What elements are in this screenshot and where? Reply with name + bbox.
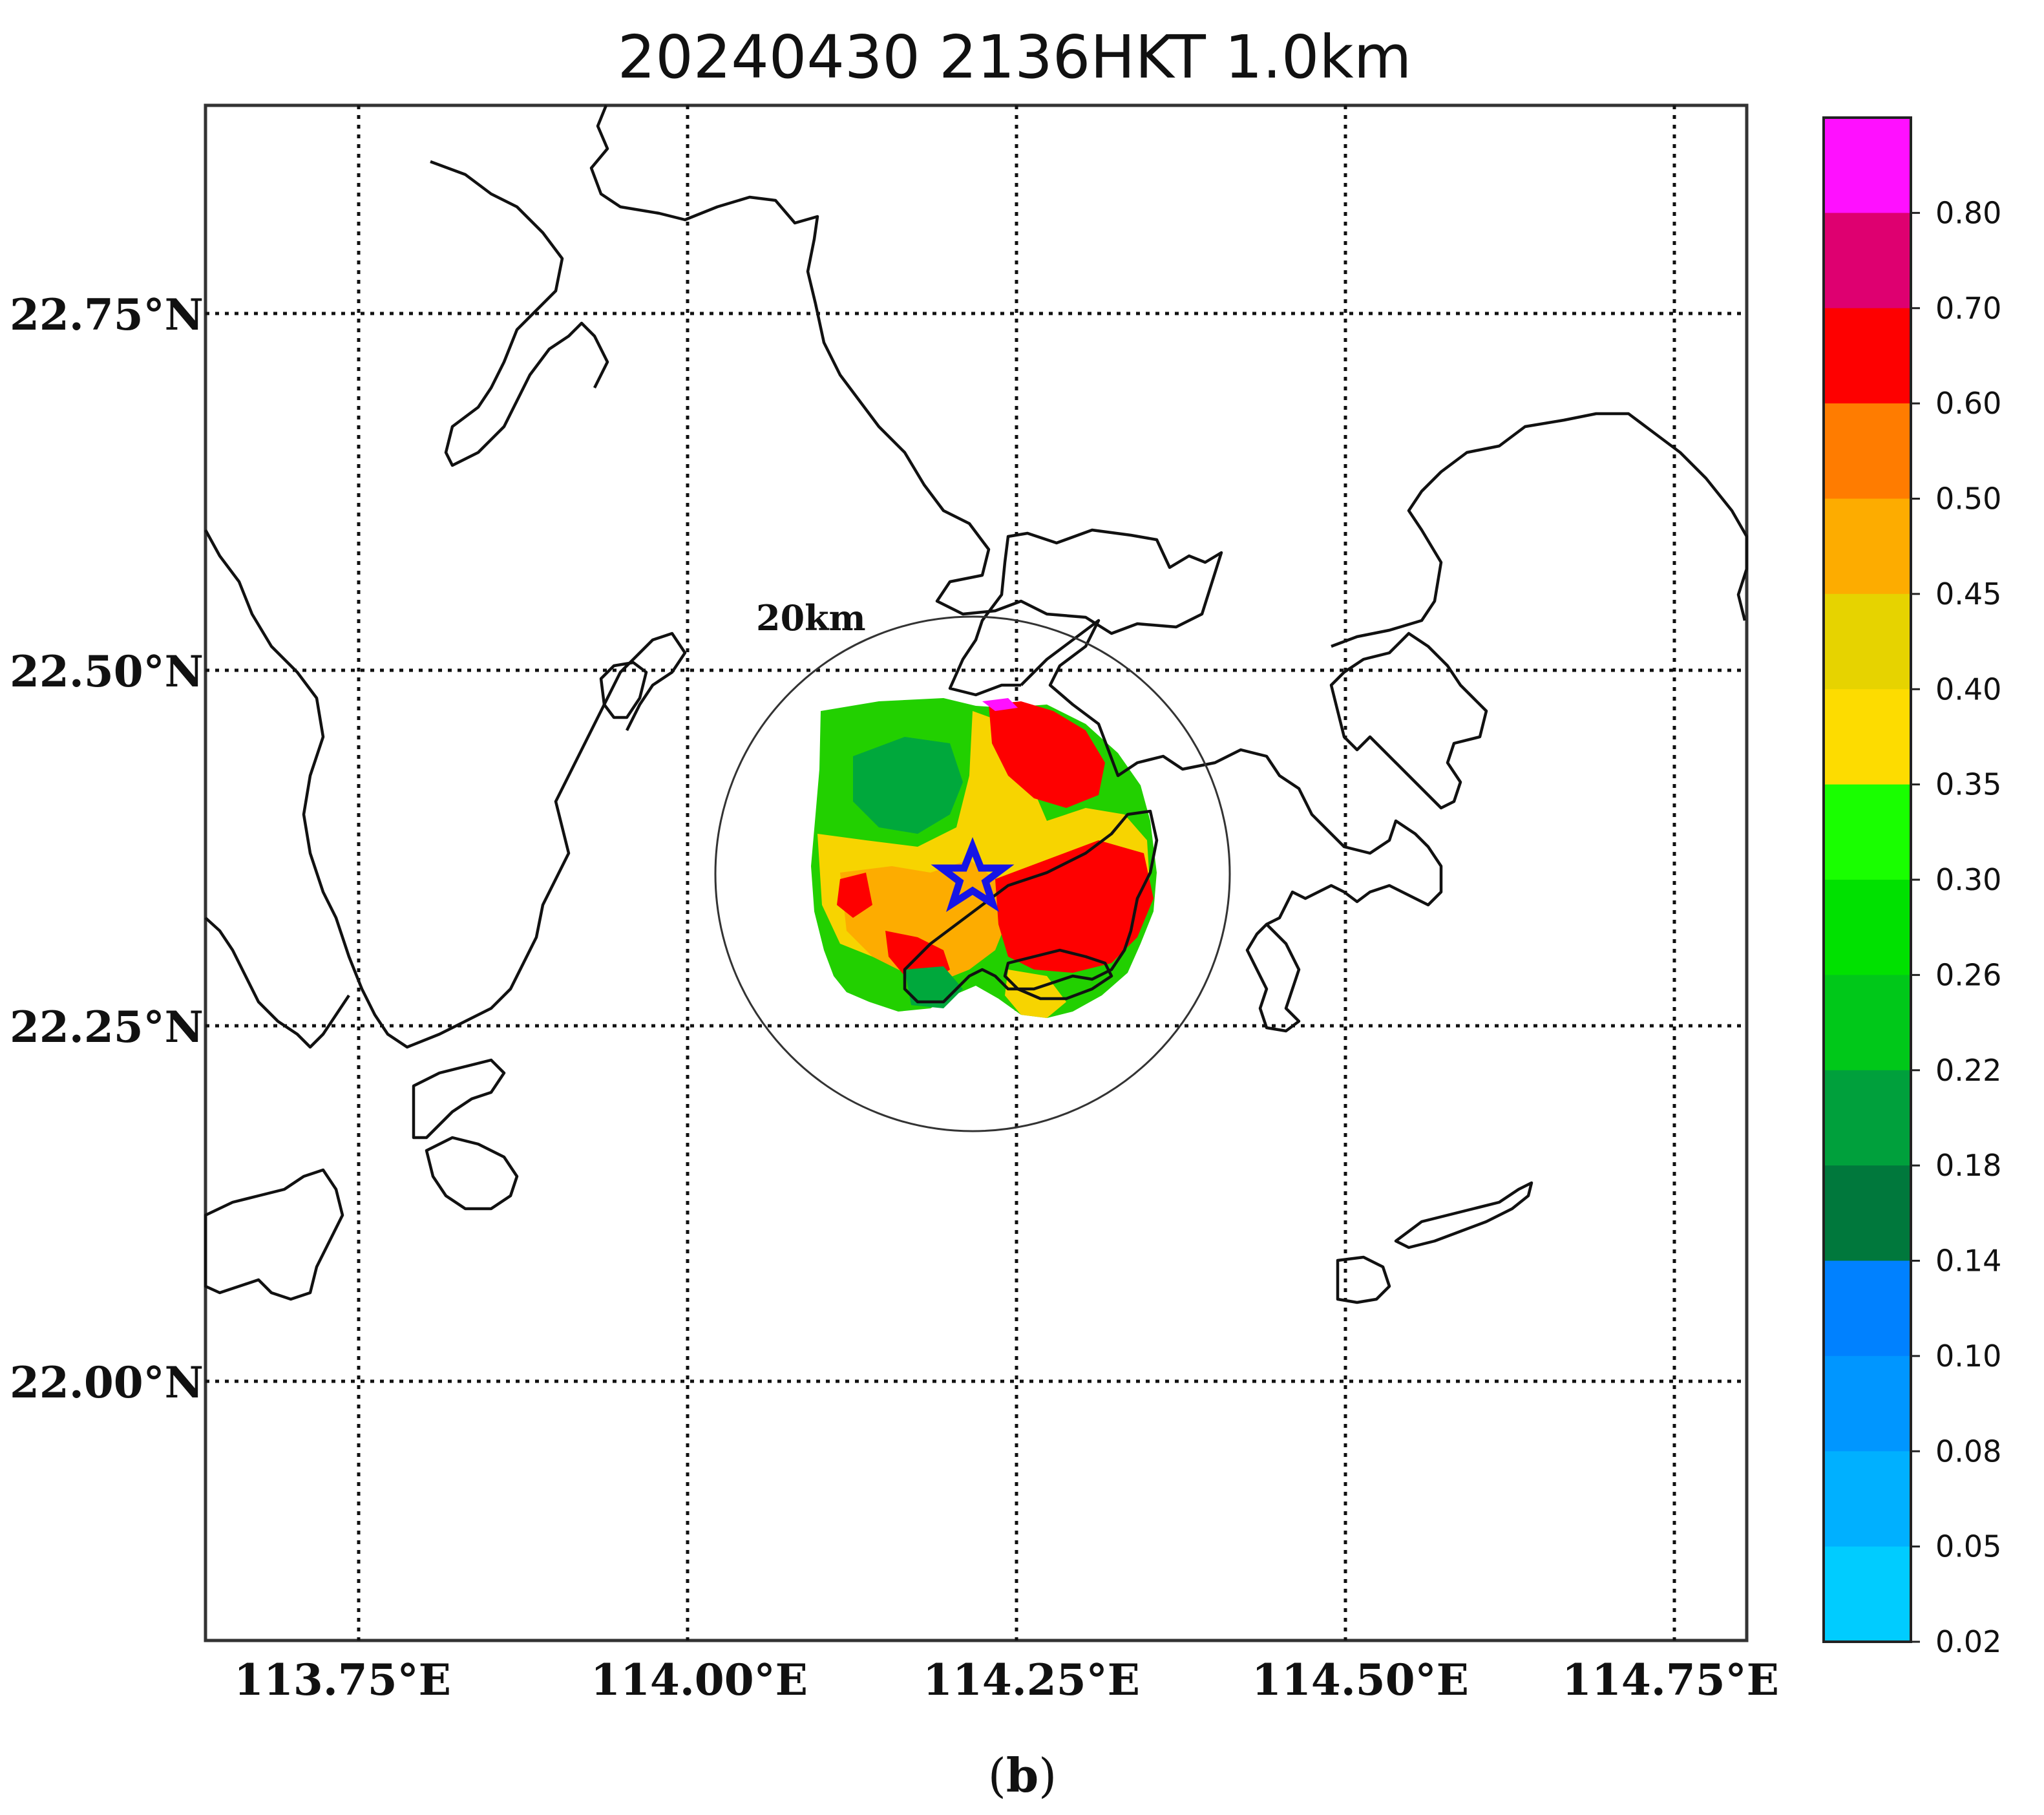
lon-tick-label: 113.75°E bbox=[234, 1655, 451, 1705]
colorbar-swatch bbox=[1824, 403, 1911, 499]
colorbar-swatch bbox=[1824, 1451, 1911, 1547]
colorbar-swatch bbox=[1824, 1546, 1911, 1642]
colorbar-tick-label: 0.70 bbox=[1935, 291, 2001, 326]
colorbar-swatch bbox=[1824, 308, 1911, 404]
colorbar-tick-label: 0.18 bbox=[1935, 1148, 2001, 1183]
colorbar-tick-label: 0.35 bbox=[1935, 767, 2001, 802]
radar-field-red-west bbox=[837, 873, 872, 918]
coastline-island-mid-west bbox=[599, 661, 648, 719]
coastline-wanshan-island bbox=[425, 1136, 519, 1211]
colorbar-swatch bbox=[1824, 1355, 1911, 1452]
colorbar-swatch bbox=[1824, 975, 1911, 1071]
lat-tick-label: 22.50°N bbox=[10, 646, 204, 697]
coastline-lantau-island bbox=[903, 809, 1159, 1004]
lat-tick-label: 22.75°N bbox=[10, 290, 204, 340]
colorbar-labels: 0.80 0.70 0.60 0.50 0.45 0.40 0.35 0.30 0.26 0.22… bbox=[1911, 195, 2001, 1659]
coastline-southwest-island bbox=[204, 1168, 344, 1301]
colorbar-tick-label: 0.22 bbox=[1935, 1053, 2001, 1088]
coastline-zhuhai-west bbox=[204, 529, 687, 1049]
map-area: 20km bbox=[204, 103, 1749, 1642]
latitude-labels: 22.75°N 22.50°N 22.25°N 22.00°N bbox=[10, 290, 204, 1408]
colorbar-swatch bbox=[1824, 1070, 1911, 1166]
radar-field-magenta bbox=[982, 698, 1018, 711]
longitude-labels: 113.75°E 114.00°E 114.25°E 114.50°E 114.… bbox=[234, 1655, 1779, 1705]
coastline-zhuhai-islands bbox=[412, 1058, 506, 1140]
coastline-pearl-river-east bbox=[589, 105, 1223, 697]
colorbar-tick-label: 0.40 bbox=[1935, 672, 2001, 706]
colorbar-tick-label: 0.14 bbox=[1935, 1244, 2001, 1279]
colorbar-swatches bbox=[1824, 118, 1911, 1642]
radar-field-red-north bbox=[989, 701, 1105, 808]
colorbar-tick-label: 0.08 bbox=[1935, 1434, 2001, 1469]
radar-site-star-icon bbox=[931, 836, 1015, 912]
lon-tick-label: 114.50°E bbox=[1252, 1655, 1469, 1705]
panel-label: (b) bbox=[988, 1748, 1057, 1803]
radar-field-red-south bbox=[995, 840, 1154, 973]
colorbar-tick-label: 0.02 bbox=[1935, 1624, 2001, 1659]
colorbar-swatch bbox=[1824, 213, 1911, 309]
coastline-hk-eastern-peninsula bbox=[1331, 412, 1749, 648]
colorbar-tick-label: 0.26 bbox=[1935, 957, 2001, 992]
lat-tick-label: 22.00°N bbox=[10, 1357, 204, 1408]
colorbar-swatch bbox=[1824, 593, 1911, 690]
colorbar-swatch bbox=[1824, 1165, 1911, 1261]
lon-tick-label: 114.25°E bbox=[923, 1655, 1140, 1705]
lat-tick-label: 22.25°N bbox=[10, 1002, 204, 1052]
colorbar-swatch bbox=[1824, 784, 1911, 880]
colorbar-tick-label: 0.30 bbox=[1935, 862, 2001, 897]
colorbar-swatch bbox=[1824, 498, 1911, 595]
coastlines bbox=[204, 105, 1749, 1304]
lon-tick-label: 114.75°E bbox=[1562, 1655, 1779, 1705]
figure-title: 20240430 2136HKT 1.0km bbox=[618, 23, 1412, 92]
colorbar-swatch bbox=[1824, 689, 1911, 785]
coastline-hk-island bbox=[1003, 948, 1113, 1001]
radar-field-orange bbox=[840, 860, 1008, 982]
range-ring-20km bbox=[714, 615, 1231, 1132]
radar-field-yellow-south bbox=[1005, 970, 1066, 1018]
coastline-hk-islands-east bbox=[1329, 632, 1488, 810]
colorbar-tick-label: 0.60 bbox=[1935, 386, 2001, 421]
range-ring-label: 20km bbox=[756, 597, 866, 639]
coastline-north-inlet bbox=[430, 160, 609, 467]
coastline-lamma-kau-yi bbox=[1245, 922, 1301, 1033]
colorbar-swatch bbox=[1824, 880, 1911, 975]
radar-field-darkgreen bbox=[853, 737, 963, 834]
lon-tick-label: 114.00°E bbox=[591, 1655, 808, 1705]
coastline-dangan-island bbox=[1336, 1255, 1391, 1304]
colorbar: 0.80 0.70 0.60 0.50 0.45 0.40 0.35 0.30 0.26 0.22… bbox=[1822, 116, 2001, 1659]
colorbar-tick-label: 0.05 bbox=[1935, 1529, 2001, 1564]
coastline-macau-area bbox=[204, 917, 350, 1049]
colorbar-swatch bbox=[1824, 1260, 1911, 1357]
colorbar-tick-label: 0.80 bbox=[1935, 195, 2001, 230]
colorbar-swatch bbox=[1824, 118, 1911, 213]
panel-label-letter: b bbox=[1006, 1748, 1038, 1803]
colorbar-tick-label: 0.10 bbox=[1935, 1339, 2001, 1374]
coastline-hong-kong-mainland bbox=[1020, 619, 1443, 926]
coastline-east-islands bbox=[1394, 1181, 1533, 1249]
colorbar-tick-label: 0.45 bbox=[1935, 577, 2001, 611]
colorbar-tick-label: 0.50 bbox=[1935, 482, 2001, 516]
